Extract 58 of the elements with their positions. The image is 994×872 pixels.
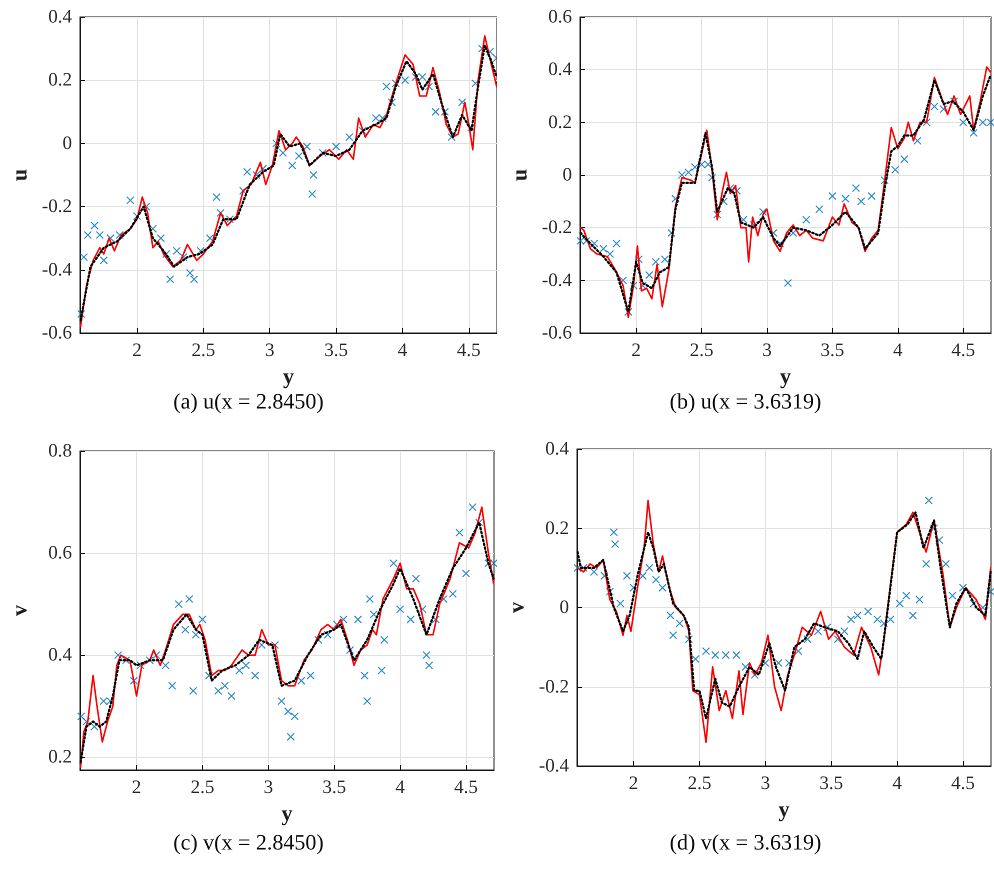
x-tick-label: 2.5 <box>690 340 714 361</box>
y-tick-label: -0.4 <box>42 259 72 280</box>
x-tick-label: 4.5 <box>951 340 976 361</box>
x-tick-label: 3 <box>762 340 772 361</box>
y-tick-label: -0.2 <box>538 676 569 698</box>
y-tick-label: -0.2 <box>42 196 72 218</box>
x-tick-label: 2.5 <box>191 340 216 361</box>
y-tick-label: 0.4 <box>545 438 570 460</box>
y-tick-label: 0.8 <box>48 440 72 462</box>
y-tick-label: 0.6 <box>48 542 72 564</box>
y-tick-label: -0.2 <box>542 217 572 238</box>
text: (b) u(x = 3.6319) <box>670 388 822 414</box>
x-tick-label: 3.5 <box>819 773 844 794</box>
x-tick-label: 2 <box>132 777 142 798</box>
y-tick-label: 0 <box>562 164 572 186</box>
x-tick-label: 4 <box>398 340 408 361</box>
y-tick-label: -0.4 <box>538 756 570 776</box>
x-tick-label: 4 <box>892 773 902 794</box>
y-tick-label: 0.2 <box>548 112 572 133</box>
x-tick-label: 2 <box>132 340 142 361</box>
x-tick-label: 4.5 <box>951 773 975 794</box>
x-tick-label: 4 <box>893 340 904 361</box>
x-axis-title: y <box>282 800 292 826</box>
y-axis-title: v <box>504 602 528 613</box>
x-tick-label: 3.5 <box>322 777 346 798</box>
y-tick-label: -0.4 <box>542 270 572 291</box>
x-tick-label: 3 <box>264 777 274 798</box>
y-axis-title: u <box>6 168 32 182</box>
y-tick-label: 0.4 <box>548 59 572 80</box>
y-tick-label: 0.6 <box>548 6 572 28</box>
x-tick-label: 4.5 <box>454 777 478 798</box>
x-tick-label: 3.5 <box>820 340 844 361</box>
x-axis-title: y <box>283 363 294 388</box>
y-tick-label: 0 <box>62 132 72 154</box>
x-tick-label: 3 <box>264 340 274 361</box>
y-tick-label: 0.2 <box>545 518 569 539</box>
x-tick-label: 2 <box>631 340 641 361</box>
y-tick-label: 0 <box>560 597 569 618</box>
y-axis-title: v <box>6 605 32 616</box>
y-tick-label: 0.2 <box>48 70 72 91</box>
text: (d) v(x = 3.6319) <box>670 830 822 854</box>
x-tick-label: 3 <box>760 773 770 794</box>
text: (a) u(x = 2.8450) <box>173 388 324 414</box>
y-tick-label: -0.6 <box>542 322 572 344</box>
x-tick-label: 4 <box>395 777 406 798</box>
x-axis-title: y <box>778 796 790 822</box>
y-tick-label: 0.2 <box>48 746 72 768</box>
x-tick-label: 3.5 <box>324 340 348 361</box>
x-tick-label: 4.5 <box>456 340 481 361</box>
y-tick-label: 0.4 <box>48 6 72 28</box>
x-tick-label: 2.5 <box>190 777 214 798</box>
x-tick-label: 2 <box>628 773 638 794</box>
y-tick-label: 0.4 <box>48 644 72 666</box>
x-axis-title: y <box>780 363 791 388</box>
y-tick-label: -0.6 <box>42 322 72 344</box>
text: (c) v(x = 2.8450) <box>173 830 324 854</box>
x-tick-label: 2.5 <box>688 773 712 794</box>
y-axis-title: u <box>506 168 532 182</box>
